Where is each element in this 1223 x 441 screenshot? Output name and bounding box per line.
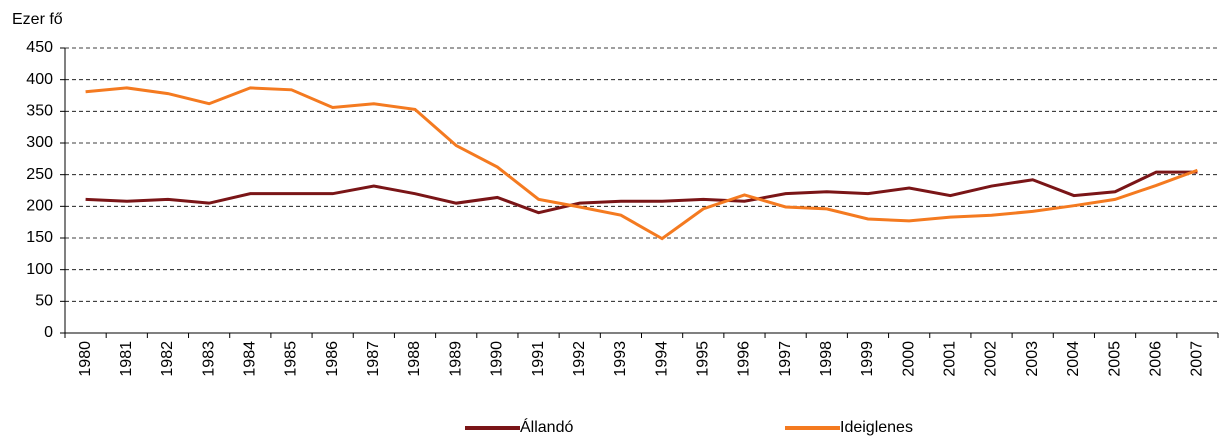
x-tick-label: 1996 <box>736 341 753 377</box>
x-tick-label: 2006 <box>1147 341 1164 377</box>
x-tick-label: 1987 <box>365 341 382 377</box>
x-tick-label: 1985 <box>283 341 300 377</box>
x-tick-label: 2000 <box>900 341 917 377</box>
x-tick-label: 2004 <box>1065 341 1082 377</box>
x-tick-label: 2001 <box>942 341 959 377</box>
x-tick-label: 1999 <box>859 341 876 377</box>
x-tick-label: 2002 <box>983 341 1000 377</box>
x-tick-label: 1983 <box>200 341 217 377</box>
y-tick-label: 0 <box>44 324 53 341</box>
x-tick-label: 1991 <box>530 341 547 377</box>
x-tick-label: 1986 <box>324 341 341 377</box>
y-tick-label: 100 <box>26 261 53 278</box>
x-tick-label: 1981 <box>118 341 135 377</box>
legend-label: Állandó <box>520 417 573 436</box>
y-tick-label: 400 <box>26 71 53 88</box>
x-tick-label: 1993 <box>612 341 629 377</box>
x-tick-label: 1989 <box>447 341 464 377</box>
y-tick-label: 150 <box>26 229 53 246</box>
y-tick-label: 50 <box>35 293 53 310</box>
x-tick-label: 1990 <box>489 341 506 377</box>
x-tick-label: 1982 <box>159 341 176 377</box>
y-tick-label: 300 <box>26 134 53 151</box>
x-tick-label: 1992 <box>571 341 588 377</box>
x-tick-label: 2007 <box>1189 341 1206 377</box>
legend-label: Ideiglenes <box>840 419 913 436</box>
x-tick-label: 1988 <box>406 341 423 377</box>
x-tick-label: 1994 <box>653 341 670 377</box>
x-tick-label: 1980 <box>77 341 94 377</box>
y-tick-label: 200 <box>26 198 53 215</box>
x-tick-label: 1998 <box>818 341 835 377</box>
x-tick-label: 1984 <box>242 341 259 377</box>
y-tick-label: 250 <box>26 166 53 183</box>
y-axis-title: Ezer fő <box>12 11 63 28</box>
x-tick-label: 1995 <box>694 341 711 377</box>
y-tick-label: 350 <box>26 103 53 120</box>
x-tick-label: 2003 <box>1024 341 1041 377</box>
x-tick-label: 1997 <box>777 341 794 377</box>
x-tick-label: 2005 <box>1106 341 1123 377</box>
series-line <box>85 86 1198 241</box>
series-line <box>85 170 1198 215</box>
y-tick-label: 450 <box>26 39 53 56</box>
